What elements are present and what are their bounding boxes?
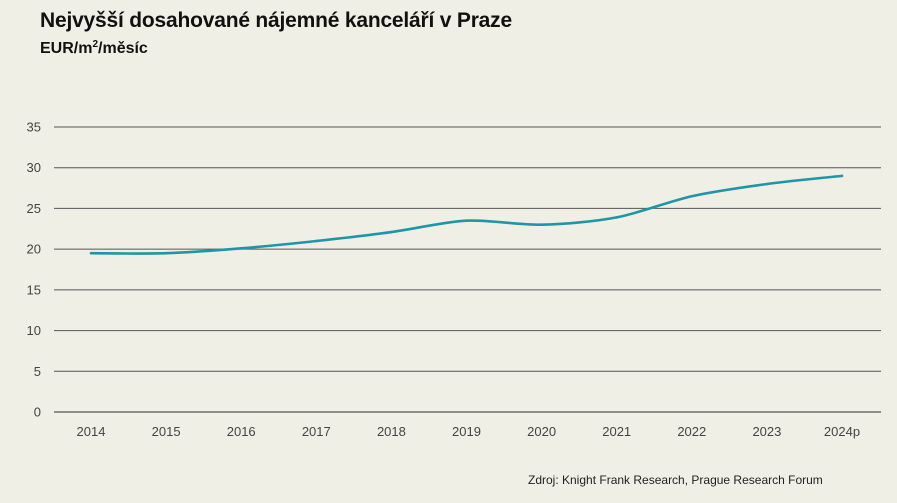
unit-suffix: /měsíc (98, 40, 148, 57)
y-tick-label: 10 (27, 323, 41, 338)
series-layer (89, 174, 844, 255)
data-point-2019 (465, 219, 468, 222)
y-tick-label: 30 (27, 160, 41, 175)
data-point-2016 (239, 247, 243, 250)
data-point-2017 (315, 239, 318, 243)
y-axis-ticks: 0 5 10 15 20 25 30 35 (27, 120, 41, 420)
data-point-2024p (840, 174, 844, 178)
unit-prefix: EUR/m (40, 40, 93, 57)
data-point-2014 (89, 251, 93, 255)
y-tick-label: 20 (27, 242, 41, 257)
x-tick-label: 2016 (227, 424, 256, 439)
x-axis-ticks: 2014 2015 2016 2017 2018 2019 2020 2021 2022 2023… (77, 424, 861, 439)
x-tick-label: 2017 (302, 424, 331, 439)
y-tick-label: 0 (34, 405, 41, 420)
series-line-0 (90, 174, 843, 255)
x-tick-label: 2014 (77, 424, 106, 439)
chart-unit-subtitle: EUR/m2/měsíc (40, 39, 148, 58)
data-point-2018 (390, 230, 393, 234)
source-note: Zdroj: Knight Frank Research, Prague Res… (528, 473, 823, 487)
chart-title: Nejvyšší dosahované nájemné kanceláří v … (40, 9, 512, 32)
y-tick-label: 5 (34, 364, 41, 379)
grid-layer (54, 126, 881, 413)
data-point-2021 (615, 216, 618, 219)
unit-superscript: 2 (92, 39, 99, 50)
y-tick-label: 25 (27, 201, 41, 216)
x-tick-label: 2018 (377, 424, 406, 439)
x-tick-label: 2024p (824, 424, 860, 439)
data-point-2022 (690, 194, 694, 198)
y-tick-label: 35 (27, 120, 41, 135)
x-tick-label: 2015 (152, 424, 181, 439)
x-tick-label: 2020 (527, 424, 556, 439)
data-point-2015 (164, 251, 168, 255)
y-tick-label: 15 (27, 282, 41, 297)
x-tick-label: 2022 (677, 424, 706, 439)
data-point-2023 (765, 182, 769, 186)
x-tick-label: 2021 (602, 424, 631, 439)
x-tick-label: 2023 (752, 424, 781, 439)
data-point-2020 (540, 223, 543, 227)
x-tick-label: 2019 (452, 424, 481, 439)
